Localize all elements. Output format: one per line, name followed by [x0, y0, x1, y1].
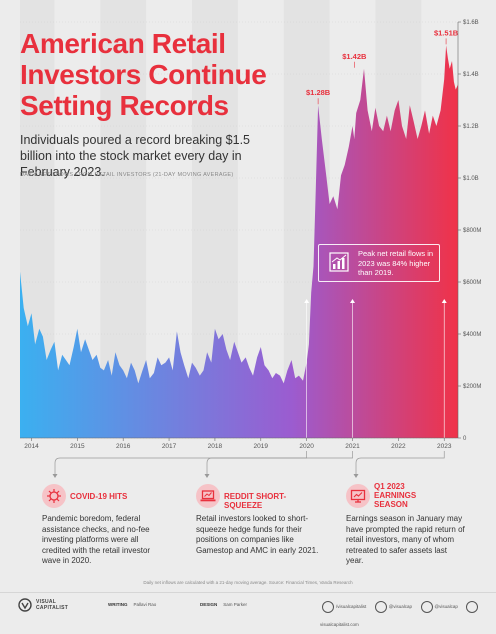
- x-icon[interactable]: [374, 600, 387, 613]
- event-connector-arrow: [204, 474, 210, 478]
- y-tick-label: 0: [463, 436, 467, 442]
- event-body: Retail investors looked to short-squeeze…: [196, 514, 319, 555]
- peak-label: $1.51B: [434, 28, 459, 37]
- peak-label: $1.42B: [342, 52, 367, 61]
- writing-label: WRITING: [108, 602, 128, 607]
- y-tick-label: $800M: [463, 228, 481, 234]
- facebook-icon[interactable]: [322, 600, 334, 613]
- peak-label: $1.28B: [306, 88, 331, 97]
- event-earnings: Q1 2023 EARNINGS SEASON Earnings season …: [346, 482, 466, 567]
- event-connector: [54, 451, 307, 476]
- event-title: COVID-19 HITS: [70, 492, 128, 501]
- event-body: Pandemic boredom, federal assistance che…: [42, 514, 151, 565]
- logo-line: VISUAL: [36, 599, 57, 605]
- subtitle: Individuals poured a record breaking $1.…: [20, 133, 251, 179]
- event-body: Earnings season in January may have prom…: [346, 514, 465, 565]
- growth-chart-icon: [329, 252, 349, 272]
- x-tick-label: 2020: [299, 443, 314, 450]
- design-credit: DESIGN Sam Parker: [200, 602, 247, 607]
- x-tick-label: 2019: [254, 443, 269, 450]
- logo-mark-icon: [18, 598, 32, 612]
- x-tick-label: 2018: [208, 443, 223, 450]
- y-tick-label: $1.2B: [463, 124, 479, 130]
- event-reddit: REDDIT SHORT-SQUEEZE Retail investors lo…: [196, 484, 322, 556]
- design-name: Sam Parker: [223, 602, 248, 607]
- virus-icon: [42, 484, 66, 508]
- social-links: /visualcapitalist @visualcap @visualcap …: [318, 598, 496, 634]
- y-tick-label: $200M: [463, 384, 481, 390]
- x-tick-label: 2023: [437, 443, 452, 450]
- footnote: Daily net inflows are calculated with a …: [143, 580, 353, 585]
- social-handle[interactable]: @visualcap: [388, 604, 413, 610]
- net-flows-area: [20, 45, 458, 439]
- social-handle[interactable]: /visualcapitalist: [336, 604, 367, 610]
- y-tick-label: $1.6B: [463, 20, 479, 26]
- chart-label: DAILY NET FLOWS FROM RETAIL INVESTORS (2…: [20, 172, 234, 178]
- x-tick-label: 2016: [116, 443, 131, 450]
- logo-line: CAPITALIST: [36, 605, 69, 611]
- event-marker-arrow: [304, 299, 310, 303]
- laptop-icon: [196, 484, 220, 508]
- y-tick-label: $1.0B: [463, 176, 479, 182]
- event-marker-arrow: [441, 299, 447, 303]
- chart-screen-icon: [346, 484, 370, 508]
- x-tick-label: 2022: [391, 443, 406, 450]
- x-tick-label: 2015: [70, 443, 85, 450]
- y-tick-label: $1.4B: [463, 72, 479, 78]
- x-tick-label: 2017: [162, 443, 177, 450]
- instagram-icon[interactable]: [420, 600, 433, 613]
- title-line: American Retail: [20, 28, 226, 59]
- event-title: Q1 2023 EARNINGS SEASON: [374, 482, 417, 509]
- visual-capitalist-logo: VISUAL CAPITALIST: [18, 598, 80, 612]
- event-covid: COVID-19 HITS Pandemic boredom, federal …: [42, 484, 167, 567]
- x-tick-label: 2021: [345, 443, 360, 450]
- page-title: American Retail Investors Continue Setti…: [20, 28, 267, 121]
- globe-icon[interactable]: [466, 600, 479, 613]
- event-connector: [355, 451, 445, 476]
- writing-credit: WRITING Pallavi Rao: [108, 602, 156, 607]
- writing-name: Pallavi Rao: [133, 602, 157, 607]
- design-label: DESIGN: [200, 602, 218, 607]
- x-tick-label: 2014: [24, 443, 39, 450]
- social-handle[interactable]: visualcapitalist.com: [320, 622, 359, 628]
- y-tick-label: $400M: [463, 332, 481, 338]
- retail-flows-chart: $1.28B $1.42B $1.51B 0 $200M $400M $600M $800M…: [20, 20, 482, 478]
- event-connector-arrow: [353, 474, 359, 478]
- y-tick-label: $600M: [463, 280, 481, 286]
- callout-text: Peak net retail flows in 2023 was 84% hi…: [358, 249, 434, 277]
- footer: VISUAL CAPITALIST WRITING Pallavi Rao DES…: [0, 592, 496, 627]
- title-line: Investors Continue: [20, 59, 267, 90]
- social-handle[interactable]: @visualcap: [434, 604, 458, 610]
- peak-callout: Peak net retail flows in 2023 was 84% hi…: [318, 244, 440, 282]
- title-line: Setting Records: [20, 90, 229, 121]
- event-connector-arrow: [52, 474, 58, 478]
- event-title: REDDIT SHORT-SQUEEZE: [224, 492, 287, 510]
- event-marker-arrow: [350, 299, 356, 303]
- event-connector: [206, 451, 353, 476]
